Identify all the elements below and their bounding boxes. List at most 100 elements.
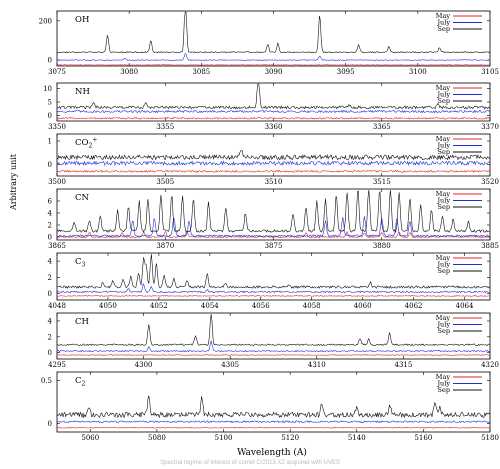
x-tick-label: 3370 (481, 123, 499, 131)
x-tick-label: 3350 (48, 123, 66, 131)
x-tick-label: 4050 (99, 302, 117, 310)
panel-frame (56, 82, 491, 122)
series-sep (56, 395, 491, 419)
legend-label: July (436, 142, 450, 150)
y-tick-label: 4 (48, 317, 53, 325)
figure-caption: Spectral regime of interest of comet C/2… (160, 460, 340, 466)
panel-7: 5060 5080 5100 5120 5140 5160 5180 0 0.5 C2 MayJul… (41, 371, 499, 442)
species-superscript: + (92, 137, 97, 144)
x-tick-label: 4058 (303, 302, 321, 310)
series-sep (56, 313, 491, 347)
species-symbol: C (75, 376, 82, 386)
series-may (56, 295, 490, 297)
x-tick-label: 3880 (373, 242, 391, 250)
series-sep (56, 254, 491, 289)
panel-frame (56, 133, 491, 177)
panel-frame (56, 10, 491, 67)
x-tick-label: 3510 (265, 178, 283, 186)
legend-label: July (436, 261, 450, 269)
x-tick-label: 5100 (215, 434, 233, 442)
legend-label: May (436, 135, 451, 143)
y-tick-label: 200 (39, 17, 52, 25)
x-tick-label: 3360 (265, 123, 283, 131)
x-tick-label: 4310 (308, 361, 326, 369)
species-label: CH (75, 317, 89, 327)
x-tick-label: 4048 (48, 302, 66, 310)
legend-label: May (436, 84, 451, 92)
y-tick-label: 2 (48, 274, 52, 282)
x-tick-label: 3075 (48, 68, 66, 76)
y-tick-label: 6 (48, 198, 53, 206)
legend-label: May (436, 373, 451, 381)
series-sep (56, 150, 491, 161)
species-symbol: C (75, 257, 82, 267)
x-tick-label: 5060 (81, 434, 99, 442)
series-july (56, 109, 491, 114)
x-tick-label: 3865 (48, 242, 66, 250)
species-subscript: 3 (82, 262, 86, 269)
x-tick-label: 3500 (48, 178, 66, 186)
legend-label: Sep (438, 97, 450, 105)
x-tick-label: 3095 (337, 68, 355, 76)
series-sep (56, 11, 491, 54)
series-sep (56, 189, 491, 233)
x-tick-label: 3100 (409, 68, 427, 76)
series-july (57, 160, 491, 167)
x-tick-label: 4054 (201, 302, 219, 310)
y-tick-label: 0 (48, 290, 52, 298)
y-tick-label: 4 (48, 258, 53, 266)
x-tick-label: 3505 (156, 178, 174, 186)
legend-label: July (436, 380, 450, 388)
species-label: CN (75, 193, 90, 203)
species-symbol: CH (75, 317, 89, 327)
legend-label: May (436, 254, 451, 262)
panel-frame (56, 312, 491, 360)
legend-label: Sep (438, 267, 450, 275)
panel-frame (56, 371, 491, 433)
x-tick-label: 5160 (414, 434, 432, 442)
x-tick-label: 3090 (265, 68, 283, 76)
species-subscript: 2 (88, 143, 92, 150)
panel-5: 4048 4050 4052 4054 4056 4058 4060 4062 4064 0 2 4 C… (48, 252, 491, 310)
series-july (56, 283, 491, 294)
y-tick-label: 0 (48, 112, 52, 120)
y-tick-label: 0 (48, 57, 52, 65)
x-tick-label: 4320 (481, 361, 499, 369)
y-tick-label: 5 (48, 99, 52, 107)
panel-1: 3075 3080 3085 3090 3095 3100 3105 0 200 OH MayJul… (39, 10, 499, 76)
x-tick-label: 5180 (481, 434, 499, 442)
y-tick-label: 0 (48, 420, 52, 428)
y-tick-label: 0 (48, 349, 52, 357)
x-tick-label: 4064 (456, 302, 474, 310)
y-tick-label: 2 (48, 333, 52, 341)
x-tick-label: 4060 (354, 302, 372, 310)
x-tick-label: 4300 (135, 361, 153, 369)
series-sep (56, 83, 491, 110)
x-tick-label: 3365 (373, 123, 391, 131)
x-tick-label: 4062 (405, 302, 423, 310)
species-label: NH (75, 87, 90, 97)
species-label: C2 (75, 376, 86, 388)
y-tick-label: 4 (48, 210, 53, 218)
series-may (56, 426, 491, 429)
species-label: C3 (75, 257, 86, 269)
x-tick-label: 3885 (481, 242, 499, 250)
legend-label: July (436, 197, 450, 205)
x-tick-label: 4056 (252, 302, 270, 310)
x-tick-label: 5120 (281, 434, 299, 442)
y-tick-label: 2 (48, 222, 52, 230)
y-axis-label: Arbitrary unit (9, 153, 18, 211)
legend-label: May (436, 190, 451, 198)
series-may (57, 230, 491, 239)
x-tick-label: 3080 (120, 68, 138, 76)
legend-label: May (436, 12, 451, 20)
series-july (56, 53, 491, 61)
x-tick-label: 4052 (150, 302, 168, 310)
species-symbol: OH (75, 15, 89, 25)
legend-label: Sep (438, 203, 450, 211)
x-tick-label: 3105 (481, 68, 499, 76)
